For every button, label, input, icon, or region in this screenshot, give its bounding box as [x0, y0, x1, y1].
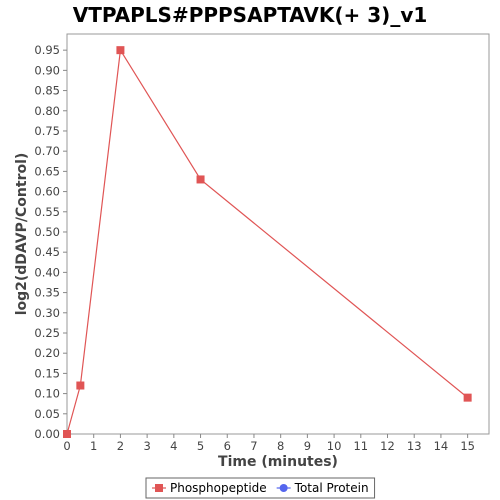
legend-marker-circle	[279, 484, 288, 492]
y-tick-label: 0.40	[34, 265, 60, 279]
legend-box	[145, 477, 376, 499]
y-tick-label: 0.00	[34, 427, 60, 441]
y-tick-label: 0.45	[34, 245, 60, 259]
y-axis: 0.00 0.05 0.10 0.15 0.20 0.25 0.30 0.35 0.40 0.45…	[34, 43, 67, 441]
y-tick-label: 0.70	[34, 144, 60, 158]
x-tick-label: 3	[143, 439, 150, 453]
x-tick-label: 5	[197, 439, 204, 453]
x-tick-label: 6	[224, 439, 231, 453]
legend-marker-square	[155, 484, 163, 492]
x-tick-label: 15	[460, 439, 475, 453]
data-point	[116, 46, 125, 55]
y-axis-label: log2(dDAVP/Control)	[14, 153, 30, 316]
y-tick-label: 0.15	[34, 366, 60, 380]
x-tick-label: 13	[407, 439, 422, 453]
y-tick-label: 0.05	[34, 407, 60, 421]
chart-title: VTPAPLS#PPPSAPTAVK(+ 3)_v1	[73, 3, 428, 27]
series-layer	[63, 46, 472, 438]
y-tick-label: 0.30	[34, 306, 60, 320]
y-tick-label: 0.35	[34, 286, 60, 300]
y-tick-label: 0.90	[34, 63, 60, 77]
x-tick-label: 10	[327, 439, 342, 453]
x-tick-label: 14	[434, 439, 449, 453]
y-tick-label: 0.50	[34, 225, 60, 239]
y-tick-label: 0.25	[34, 326, 60, 340]
x-axis-label: Time (minutes)	[218, 454, 338, 470]
x-tick-label: 8	[277, 439, 284, 453]
y-tick-label: 0.75	[34, 124, 60, 138]
data-point	[76, 381, 85, 390]
y-tick-label: 0.95	[34, 43, 60, 57]
y-tick-label: 0.65	[34, 164, 60, 178]
x-tick-label: 2	[117, 439, 124, 453]
x-axis: 0 1 2 3 4 5 6 7 8 9 10 11 12 13 14 15	[63, 434, 475, 453]
legend: Phosphopeptide Total Protein	[145, 477, 376, 499]
legend-label: Total Protein	[294, 481, 369, 495]
data-point	[463, 393, 472, 402]
legend-label: Phosphopeptide	[170, 481, 267, 495]
y-tick-label: 0.10	[34, 387, 60, 401]
x-tick-label: 7	[250, 439, 257, 453]
y-tick-label: 0.85	[34, 84, 60, 98]
x-tick-label: 12	[380, 439, 395, 453]
data-point	[63, 430, 71, 438]
plot-frame	[66, 33, 490, 435]
y-tick-label: 0.55	[34, 205, 60, 219]
x-tick-label: 4	[170, 439, 177, 453]
x-tick-label: 1	[90, 439, 97, 453]
y-tick-label: 0.80	[34, 104, 60, 118]
x-tick-label: 9	[304, 439, 311, 453]
x-tick-label: 0	[63, 439, 70, 453]
data-point	[196, 175, 205, 184]
y-tick-label: 0.60	[34, 185, 60, 199]
y-tick-label: 0.20	[34, 346, 60, 360]
x-tick-label: 11	[353, 439, 368, 453]
plot-area	[66, 33, 490, 435]
